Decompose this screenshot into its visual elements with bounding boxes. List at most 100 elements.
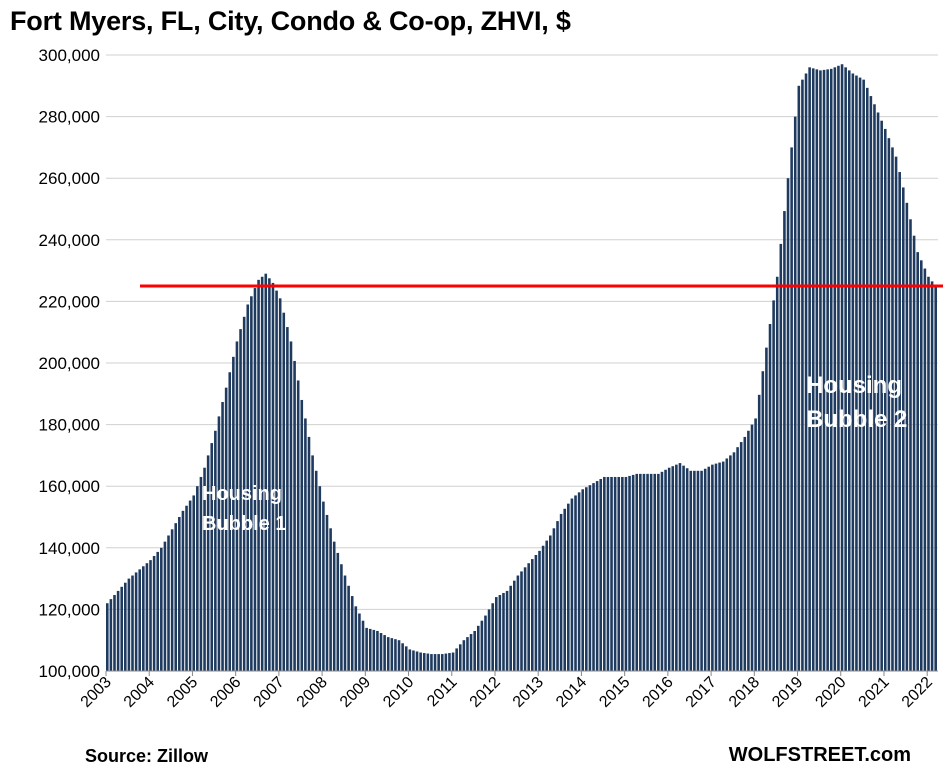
bar [246, 304, 250, 671]
bar [531, 559, 534, 671]
bar [912, 235, 916, 671]
bar [368, 628, 372, 671]
bar [329, 528, 332, 671]
bar [750, 424, 754, 671]
x-tick-label: 2010 [380, 674, 417, 711]
y-tick-label: 220,000 [39, 292, 100, 311]
y-tick-label: 280,000 [39, 108, 100, 127]
bar [811, 68, 815, 672]
bar [109, 599, 113, 671]
bar [455, 648, 458, 671]
bar [513, 580, 516, 671]
bar [145, 563, 149, 671]
bar [336, 552, 340, 671]
bar [451, 652, 455, 671]
chart-title: Fort Myers, FL, City, Condo & Co-op, ZHV… [10, 6, 571, 36]
bar [721, 461, 725, 671]
bar [718, 462, 721, 671]
bar [340, 564, 343, 671]
annotations: Housing Bubble 1 Housing Bubble 2 [202, 372, 907, 535]
bar [332, 541, 336, 671]
y-tick-label: 300,000 [39, 46, 100, 65]
bar [729, 455, 732, 671]
bar [473, 630, 476, 671]
bar [876, 112, 880, 672]
bar [386, 637, 390, 671]
bar [304, 418, 307, 671]
x-tick-label: 2007 [251, 674, 288, 711]
y-axis: 100,000 120,000 140,000 160,000 180,000 200,0… [39, 46, 100, 681]
bar [350, 596, 354, 671]
bar [412, 650, 415, 671]
bar [552, 528, 556, 671]
bar [196, 486, 199, 671]
bar [883, 128, 887, 672]
bar [725, 458, 729, 671]
bar [134, 572, 138, 671]
bar [783, 211, 786, 672]
bar [318, 486, 322, 671]
bar [534, 554, 538, 671]
bar [649, 473, 653, 671]
bar [671, 466, 675, 671]
bar [689, 470, 693, 671]
bar [541, 545, 545, 671]
bar [617, 476, 621, 671]
bar [682, 465, 685, 671]
bar [840, 64, 844, 672]
x-tick-label: 2014 [553, 674, 590, 711]
annotation-line2: Bubble 1 [202, 513, 286, 535]
bar [563, 508, 567, 671]
bar-series [106, 64, 937, 672]
bar [484, 615, 487, 671]
bar [664, 469, 667, 671]
bar [545, 540, 548, 671]
bar [163, 541, 167, 671]
x-tick-label: 2006 [207, 674, 244, 711]
y-tick-label: 140,000 [39, 539, 100, 558]
bar [891, 147, 894, 671]
bar [930, 281, 934, 671]
bar [314, 470, 318, 671]
bar [296, 380, 300, 671]
bar [271, 282, 275, 671]
x-tick-label: 2005 [164, 674, 201, 711]
x-tick-label: 2019 [769, 674, 806, 711]
bar [293, 360, 296, 671]
bar [491, 603, 494, 671]
bar [379, 633, 383, 671]
bar [206, 455, 210, 671]
bar [358, 613, 361, 671]
bar [282, 312, 286, 671]
bar [235, 341, 239, 671]
bar [185, 505, 188, 671]
bar [779, 243, 783, 671]
bar [480, 620, 484, 671]
bar [275, 290, 278, 671]
bar [595, 481, 599, 671]
x-tick-label: 2013 [510, 674, 547, 711]
bar [383, 635, 386, 671]
bar [829, 68, 833, 672]
bar [635, 473, 639, 671]
bar [361, 620, 365, 671]
bar [394, 639, 397, 671]
bar [116, 590, 120, 671]
annotation-line1: Housing [806, 372, 902, 399]
bar [549, 535, 552, 671]
bar [894, 156, 898, 671]
bar [559, 513, 563, 671]
bar [660, 471, 664, 671]
bar [127, 578, 131, 671]
bar [502, 592, 505, 671]
bar [462, 640, 466, 671]
bar [174, 523, 178, 671]
bar [152, 556, 156, 671]
bar [678, 463, 682, 671]
bar [585, 487, 588, 671]
bar [203, 467, 206, 671]
bar [898, 172, 901, 672]
bar [494, 597, 498, 671]
bar [372, 629, 376, 671]
bar [156, 551, 160, 671]
